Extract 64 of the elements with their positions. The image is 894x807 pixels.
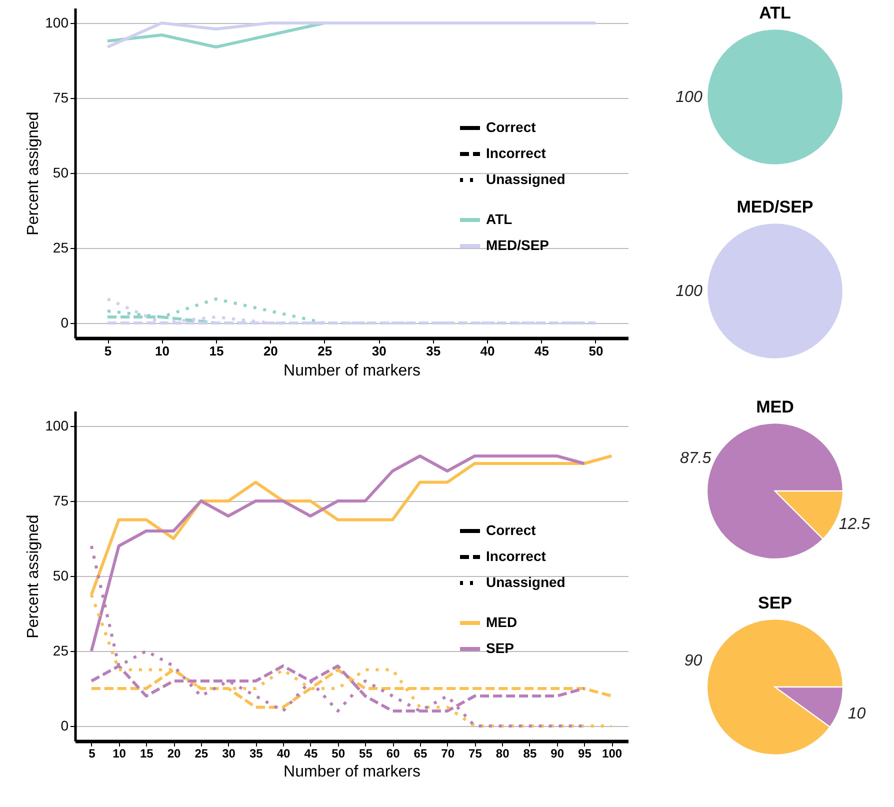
annotation: Incorrect bbox=[486, 548, 546, 564]
data-label: 90 bbox=[684, 652, 702, 670]
x-tick-label: 25 bbox=[318, 344, 332, 358]
x-tick-label: 65 bbox=[414, 746, 428, 760]
data-label: 12.5 bbox=[838, 516, 870, 533]
y-tick-label: 75 bbox=[52, 492, 69, 508]
x-tick-label: 25 bbox=[194, 746, 208, 760]
x-tick-label: 20 bbox=[263, 344, 278, 358]
x-tick-label: 45 bbox=[534, 344, 549, 358]
annotation: Unassigned bbox=[486, 171, 566, 187]
y-tick-label: 0 bbox=[60, 314, 69, 330]
annotation: Unassigned bbox=[486, 574, 566, 590]
legend-label: SEP bbox=[486, 640, 514, 656]
data-label: 87.5 bbox=[680, 450, 712, 468]
x-tick-label: 35 bbox=[250, 746, 264, 760]
chart-title: MED bbox=[756, 398, 794, 417]
legend-label: MED/SEP bbox=[486, 237, 550, 253]
y-tick-label: 50 bbox=[52, 568, 69, 584]
chart-title: SEP bbox=[758, 594, 792, 613]
x-tick-label: 60 bbox=[386, 746, 400, 760]
x-tick-label: 50 bbox=[332, 746, 346, 760]
x-tick-label: 45 bbox=[304, 746, 318, 760]
x-tick-label: 30 bbox=[222, 746, 236, 760]
legend-label: ATL bbox=[486, 211, 513, 227]
x-tick-label: 85 bbox=[523, 746, 537, 760]
x-tick-label: 40 bbox=[480, 344, 495, 358]
y-axis-title: Percent assigned bbox=[25, 514, 42, 638]
x-tick-label: 90 bbox=[550, 746, 564, 760]
x-tick-label: 15 bbox=[209, 344, 224, 358]
x-tick-label: 75 bbox=[468, 746, 482, 760]
annotation: Correct bbox=[486, 119, 536, 135]
legend-label: MED bbox=[486, 614, 518, 630]
y-tick-label: 0 bbox=[60, 718, 69, 734]
x-tick-label: 50 bbox=[588, 344, 604, 358]
x-tick-label: 15 bbox=[140, 746, 154, 760]
data-label: 10 bbox=[848, 706, 866, 723]
chart-title: ATL bbox=[759, 4, 791, 23]
annotation: Correct bbox=[486, 522, 536, 538]
y-tick-label: 25 bbox=[52, 642, 69, 658]
y-axis-title: Percent assigned bbox=[25, 112, 42, 236]
x-tick-label: 5 bbox=[104, 344, 112, 358]
x-tick-label: 10 bbox=[112, 746, 126, 760]
y-tick-label: 25 bbox=[52, 240, 69, 256]
y-tick-label: 100 bbox=[45, 14, 69, 30]
data-label: 100 bbox=[676, 89, 702, 106]
x-tick-label: 5 bbox=[88, 746, 96, 760]
y-tick-label: 50 bbox=[52, 164, 69, 180]
x-axis-title: Number of markers bbox=[284, 764, 420, 780]
x-tick-label: 95 bbox=[578, 746, 592, 760]
x-axis-title: Number of markers bbox=[284, 362, 420, 380]
data-label: 100 bbox=[676, 283, 702, 300]
x-tick-label: 30 bbox=[372, 344, 386, 358]
x-tick-label: 70 bbox=[441, 746, 455, 760]
x-tick-label: 80 bbox=[496, 746, 510, 760]
y-tick-label: 75 bbox=[52, 90, 69, 106]
x-tick-label: 55 bbox=[359, 746, 373, 760]
x-tick-label: 35 bbox=[426, 344, 441, 358]
x-tick-label: 100 bbox=[602, 746, 622, 760]
x-tick-label: 40 bbox=[276, 746, 291, 760]
annotation: Incorrect bbox=[486, 145, 546, 161]
x-tick-label: 20 bbox=[167, 746, 182, 760]
y-tick-label: 100 bbox=[45, 418, 69, 434]
x-tick-label: 10 bbox=[155, 344, 170, 358]
chart-title: MED/SEP bbox=[736, 198, 814, 217]
